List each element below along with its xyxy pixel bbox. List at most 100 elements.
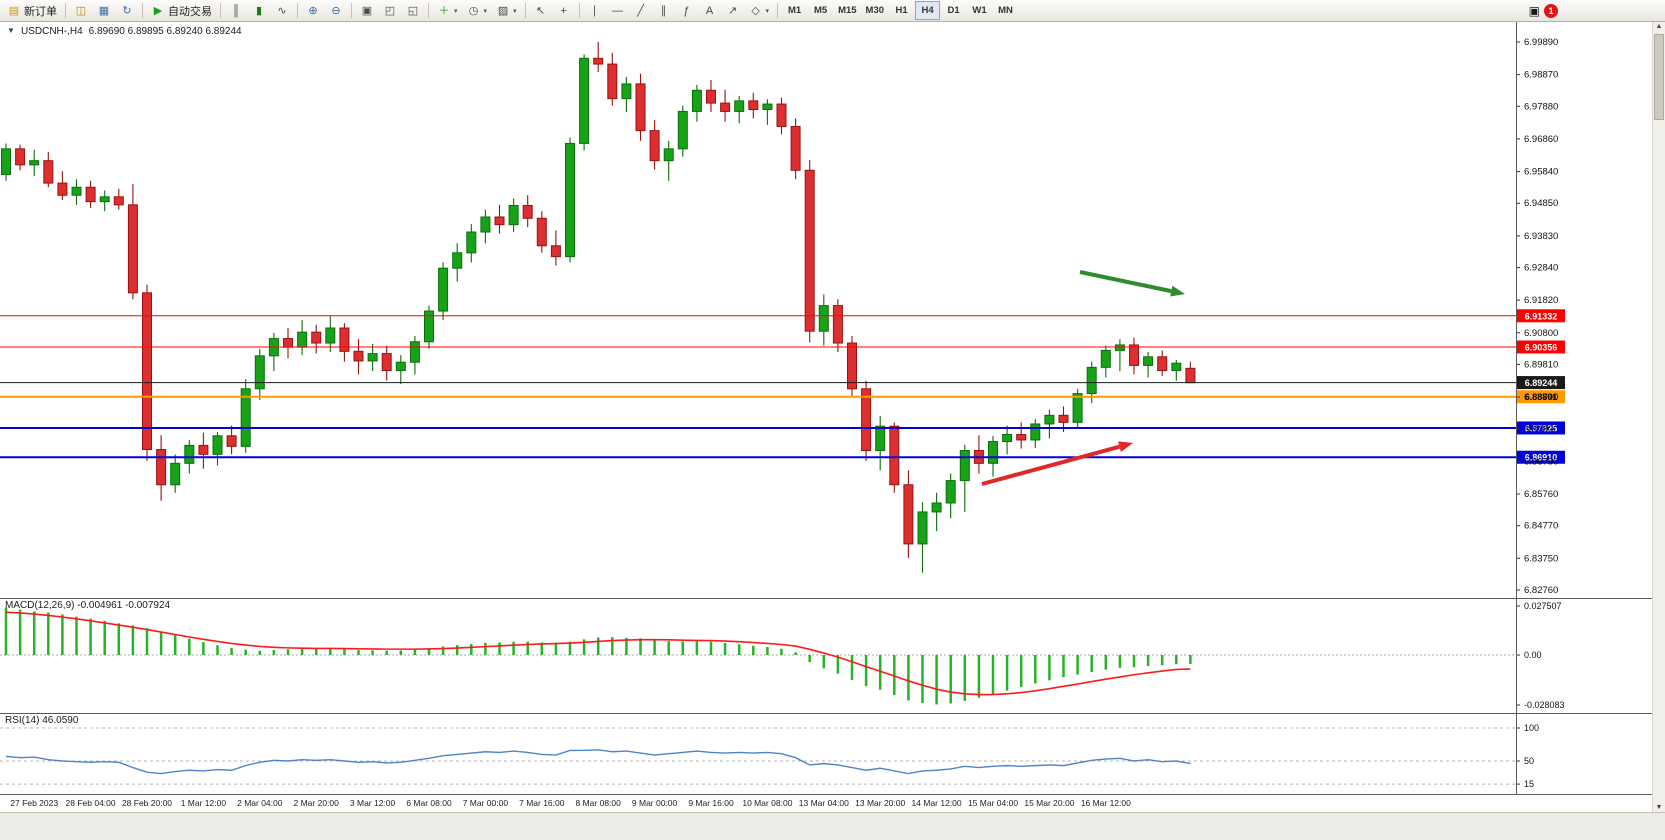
arrow-annotations[interactable] — [981, 270, 1185, 486]
price-axis[interactable]: 6.99890 6.98870 6.97880 6.96860 6.95840 6.948… — [1516, 37, 1558, 596]
svg-text:6.88801: 6.88801 — [1525, 392, 1558, 402]
autotrading-button[interactable]: ▶ 自动交易 — [147, 1, 216, 20]
svg-text:16 Mar 12:00: 16 Mar 12:00 — [1081, 798, 1131, 808]
svg-text:6.85760: 6.85760 — [1524, 489, 1558, 500]
indicators-caret-icon: ▾ — [454, 7, 458, 15]
svg-text:50: 50 — [1524, 756, 1534, 766]
cursor-button[interactable]: ↖ — [530, 1, 552, 20]
bar-chart-button[interactable]: ║ — [225, 1, 247, 20]
svg-text:-0.028083: -0.028083 — [1524, 700, 1565, 710]
crosshair-icon: + — [560, 4, 567, 17]
zoom-in-icon: ⊕ — [308, 4, 318, 17]
svg-text:6 Mar 08:00: 6 Mar 08:00 — [406, 798, 452, 808]
shapes-button[interactable]: ◇ ▾ — [745, 1, 774, 20]
notifications-icon[interactable]: ▣ — [1528, 3, 1540, 18]
arrows-tool-button[interactable]: ↗ — [722, 1, 744, 20]
svg-text:10 Mar 08:00: 10 Mar 08:00 — [742, 798, 792, 808]
svg-text:6.83750: 6.83750 — [1524, 553, 1558, 564]
zoom-in-button[interactable]: ⊕ — [302, 1, 324, 20]
toolbar-separator — [351, 3, 352, 18]
scrollbar-thumb[interactable] — [1654, 34, 1664, 120]
svg-text:0.027507: 0.027507 — [1524, 601, 1562, 611]
svg-text:3 Mar 12:00: 3 Mar 12:00 — [350, 798, 396, 808]
timeframe-h4-button[interactable]: H4 — [915, 1, 941, 20]
refresh-button[interactable]: ↻ — [116, 1, 138, 20]
equidistant-channel-icon: ∥ — [660, 4, 667, 17]
rsi-panel: 100 50 15 — [0, 723, 1539, 789]
svg-text:0.00: 0.00 — [1524, 650, 1542, 660]
horizontal-line-icon: — — [612, 4, 624, 17]
equidistant-channel-button[interactable]: ∥ — [653, 1, 675, 20]
vertical-line-icon: ∣ — [591, 4, 598, 17]
svg-text:6.90800: 6.90800 — [1524, 328, 1558, 339]
svg-text:28 Feb 04:00: 28 Feb 04:00 — [66, 798, 116, 808]
chart-symbol-timeframe: USDCNH-,H4 — [21, 26, 83, 37]
zoom-out-button[interactable]: ⊖ — [325, 1, 347, 20]
timeframe-m30-button[interactable]: M30 — [862, 1, 888, 20]
svg-text:6.84770: 6.84770 — [1524, 521, 1558, 532]
svg-text:15: 15 — [1524, 779, 1534, 789]
one-click-trading-toggle[interactable]: ▼ — [7, 26, 15, 35]
timeframe-mn-button[interactable]: MN — [993, 1, 1018, 20]
new-order-button[interactable]: ▤ 新订单 — [3, 1, 61, 20]
time-axis[interactable]: 27 Feb 2023 28 Feb 04:00 28 Feb 20:00 1 Mar… — [10, 798, 1131, 808]
profiles-button[interactable]: ▦ — [93, 1, 115, 20]
fibonacci-button[interactable]: ƒ — [676, 1, 698, 20]
svg-text:6.90356: 6.90356 — [1525, 342, 1558, 352]
timeframe-w1-button[interactable]: W1 — [967, 1, 992, 20]
toolbar-separator — [777, 3, 779, 18]
indicators-icon: ＋ — [438, 4, 450, 17]
svg-text:7 Mar 16:00: 7 Mar 16:00 — [519, 798, 565, 808]
tile-windows-button[interactable]: ▣ — [356, 1, 378, 20]
horizontal-line-button[interactable]: — — [607, 1, 629, 20]
timeframe-m1-button[interactable]: M1 — [782, 1, 807, 20]
periods-icon: ◷ — [468, 4, 479, 17]
scroll-up-icon[interactable]: ▲ — [1655, 23, 1663, 30]
svg-text:2 Mar 04:00: 2 Mar 04:00 — [237, 798, 283, 808]
new-chart-icon: ◫ — [75, 4, 87, 17]
svg-text:14 Mar 12:00: 14 Mar 12:00 — [912, 798, 962, 808]
svg-text:6.95840: 6.95840 — [1524, 167, 1558, 178]
svg-text:6.87800: 6.87800 — [1524, 424, 1558, 435]
macd-indicator-label: MACD(12,26,9) -0.004961 -0.007924 — [5, 600, 171, 611]
crosshair-button[interactable]: + — [553, 1, 575, 20]
arrange-windows-button[interactable]: ◱ — [402, 1, 424, 20]
timeframe-d1-button[interactable]: D1 — [941, 1, 966, 20]
svg-text:15 Mar 20:00: 15 Mar 20:00 — [1024, 798, 1074, 808]
vertical-line-button[interactable]: ∣ — [584, 1, 606, 20]
templates-button[interactable]: ▨ ▾ — [492, 1, 521, 20]
new-chart-button[interactable]: ◫ — [70, 1, 92, 20]
templates-caret-icon: ▾ — [513, 7, 517, 15]
trendline-icon: ╱ — [637, 4, 644, 17]
periods-button[interactable]: ◷ ▾ — [463, 1, 492, 20]
line-chart-button[interactable]: ∿ — [271, 1, 293, 20]
refresh-icon: ↻ — [122, 4, 132, 17]
scroll-down-icon[interactable]: ▼ — [1655, 804, 1663, 811]
vertical-scrollbar[interactable]: ▲ ▼ — [1652, 22, 1665, 812]
svg-text:6.92840: 6.92840 — [1524, 263, 1558, 274]
indicators-button[interactable]: ＋ ▾ — [433, 1, 462, 20]
timeframe-h1-button[interactable]: H1 — [889, 1, 914, 20]
timeframe-m5-button[interactable]: M5 — [808, 1, 833, 20]
notification-count-badge[interactable]: 1 — [1544, 3, 1558, 18]
svg-text:6.93830: 6.93830 — [1524, 231, 1558, 242]
timeframe-m15-button[interactable]: M15 — [834, 1, 860, 20]
text-button[interactable]: A — [699, 1, 721, 20]
chart-canvas[interactable]: 6.91332 6.90356 6.89244 6.88801 6.87825 6.869… — [0, 22, 1652, 812]
cascade-windows-button[interactable]: ◰ — [379, 1, 401, 20]
toolbar-separator — [578, 3, 580, 18]
new-order-icon: ▤ — [8, 4, 20, 17]
autotrading-label: 自动交易 — [168, 5, 212, 18]
trendline-button[interactable]: ╱ — [630, 1, 652, 20]
candlestick-chart-button[interactable]: ▮ — [248, 1, 270, 20]
profiles-icon: ▦ — [98, 4, 110, 17]
tile-windows-icon: ▣ — [361, 4, 373, 17]
main-toolbar: ▤ 新订单 ◫ ▦ ↻ ▶ 自动交易 ║ ▮ ∿ ⊕ ⊖ ▣ ◰ ◱ ＋ ▾ ◷ ▾ ▨ ▾ ↖ + ∣ — ╱ ∥ ƒ A ↗ ◇ ▾ M1 M… — [0, 0, 1665, 22]
svg-text:9 Mar 00:00: 9 Mar 00:00 — [632, 798, 678, 808]
svg-text:6.88790: 6.88790 — [1524, 392, 1558, 403]
cursor-icon: ↖ — [535, 4, 546, 17]
text-icon: A — [705, 4, 714, 17]
svg-text:6.98870: 6.98870 — [1524, 70, 1558, 81]
shapes-icon: ◇ — [751, 4, 760, 17]
svg-text:6.94850: 6.94850 — [1524, 198, 1558, 209]
